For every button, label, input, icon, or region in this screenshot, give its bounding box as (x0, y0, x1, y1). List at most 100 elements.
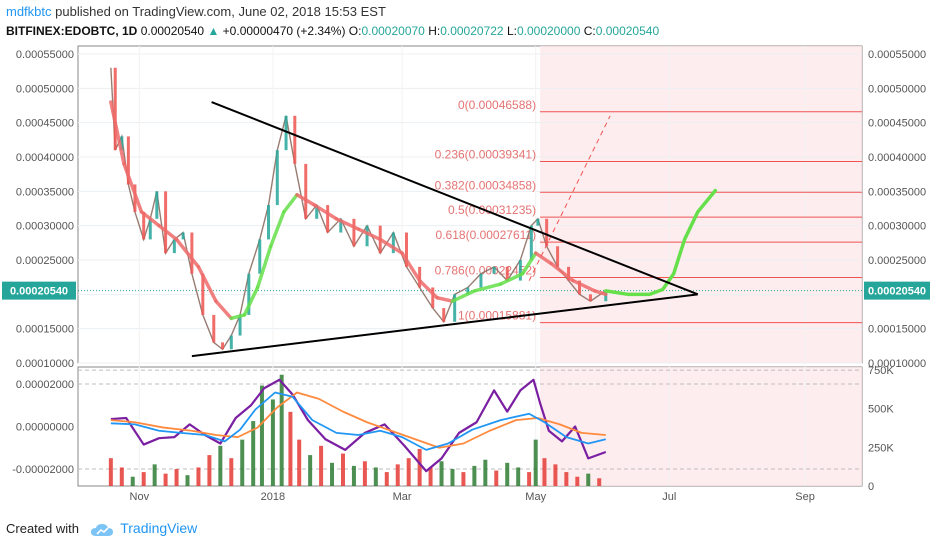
volume-bar (472, 465, 477, 486)
y-tick-label-left: 0.00035000 (16, 186, 74, 198)
x-tick-label: Jul (662, 491, 676, 503)
indicator-left-tick-label: 0.00002000 (16, 379, 74, 391)
volume-bar (461, 472, 466, 486)
candle (352, 218, 356, 247)
x-tick-label: 2018 (261, 491, 285, 503)
tradingview-brand[interactable]: TradingView (120, 520, 198, 536)
volume-bar (108, 458, 113, 486)
author-name[interactable]: mdfkbtc (6, 4, 52, 19)
ema-segment (295, 193, 317, 207)
volume-bar (288, 411, 293, 486)
candle (304, 163, 308, 219)
up-arrow-icon: ▲ (207, 24, 220, 38)
ema-segment (356, 227, 382, 242)
last-price: 0.00020540 (140, 24, 205, 38)
axes: 0.00055000 0.00055000 0.00050000 0.00050000… (2, 49, 930, 503)
volume-bar (516, 467, 521, 486)
low-value: 0.00020000 (516, 24, 581, 38)
indicator-right-tick-label: 750K (868, 365, 894, 377)
candle (155, 191, 159, 219)
y-tick-label-left: 0.00055000 (16, 49, 74, 61)
close-label: C: (583, 24, 596, 38)
volume-bar (575, 476, 580, 486)
ema-segment (312, 203, 339, 221)
x-tick-label: Sep (795, 491, 815, 503)
last-price-badge-left (2, 281, 76, 300)
volume-bar (207, 455, 212, 486)
y-tick-label-left: 0.00040000 (16, 152, 74, 164)
y-tick-label-left: 0.00010000 (16, 358, 74, 370)
volume-bar (174, 469, 179, 486)
candle (229, 335, 233, 350)
fib-level-label: 0.236(0.00039341) (435, 148, 536, 162)
y-tick-label-left: 0.00015000 (16, 324, 74, 336)
x-tick-label: Mar (393, 491, 412, 503)
candle (315, 205, 319, 219)
volume-bar (152, 464, 157, 486)
ema-segment (229, 313, 247, 321)
ema-segment (520, 251, 538, 276)
volume-bar (362, 461, 367, 486)
published-text: published on TradingView.com, June 02, 2… (55, 4, 386, 19)
volume-bar (417, 448, 422, 486)
volume-bar (483, 459, 488, 486)
fib-zone (540, 46, 862, 486)
candle (505, 266, 509, 281)
close-value: 0.00020540 (595, 24, 660, 38)
volume-bar (428, 467, 433, 486)
ema-segment (268, 210, 286, 249)
ema-segment (196, 265, 218, 303)
volume-bar (229, 458, 234, 486)
candle (120, 136, 124, 151)
publish-info: mdfkbtc published on TradingView.com, Ju… (6, 4, 386, 19)
candle (391, 232, 395, 254)
candle (247, 273, 251, 315)
y-tick-label-right: 0.00040000 (868, 152, 926, 164)
volume-bar (586, 473, 591, 486)
ema-segment (417, 278, 439, 300)
candle (293, 115, 297, 164)
candle (529, 225, 533, 260)
indicator-line-orange (110, 391, 606, 449)
volume-bar (270, 399, 275, 486)
volume-bar (185, 475, 190, 486)
volume-bar (406, 458, 411, 486)
ema-segment (450, 289, 477, 303)
volume-bar (564, 472, 569, 486)
y-tick-label-right: 0.00055000 (868, 49, 926, 61)
volume-bar (439, 461, 444, 486)
y-tick-label-left: 0.00025000 (16, 255, 74, 267)
created-with-text: Created with (6, 521, 79, 536)
y-tick-label-left: 0.00045000 (16, 118, 74, 130)
last-price-badge-left-text: 0.00020540 (10, 286, 68, 298)
last-price-badge-right (864, 281, 930, 300)
indicator-right-tick-label: 250K (868, 442, 894, 454)
candle (442, 308, 446, 322)
tradingview-cloud-icon (90, 523, 113, 536)
volume-bar (163, 473, 168, 486)
fib-zone-shade-lower (540, 367, 862, 486)
ema-segment (378, 237, 404, 255)
fib-level-label: 0.382(0.00034858) (435, 178, 536, 192)
candle (126, 136, 130, 185)
ema-segment (549, 261, 575, 283)
ema-segment (255, 244, 273, 290)
candle (258, 239, 262, 274)
candle (201, 273, 205, 315)
candle (492, 266, 496, 274)
indicator-line-blue (110, 391, 606, 451)
price-change: +0.00000470 (+2.34%) (222, 24, 346, 38)
candle (556, 246, 560, 267)
volume-bar (259, 385, 264, 486)
candle (190, 232, 194, 274)
y-tick-label-right: 0.00045000 (868, 118, 926, 130)
candle (164, 191, 168, 254)
y-tick-label-right: 0.00050000 (868, 83, 926, 95)
candle (181, 232, 185, 240)
indicator-right-tick-label: 0 (868, 481, 874, 493)
candle (404, 232, 408, 267)
candle (453, 294, 457, 322)
y-tick-label-right: 0.00030000 (868, 221, 926, 233)
volume-bar (319, 445, 324, 486)
